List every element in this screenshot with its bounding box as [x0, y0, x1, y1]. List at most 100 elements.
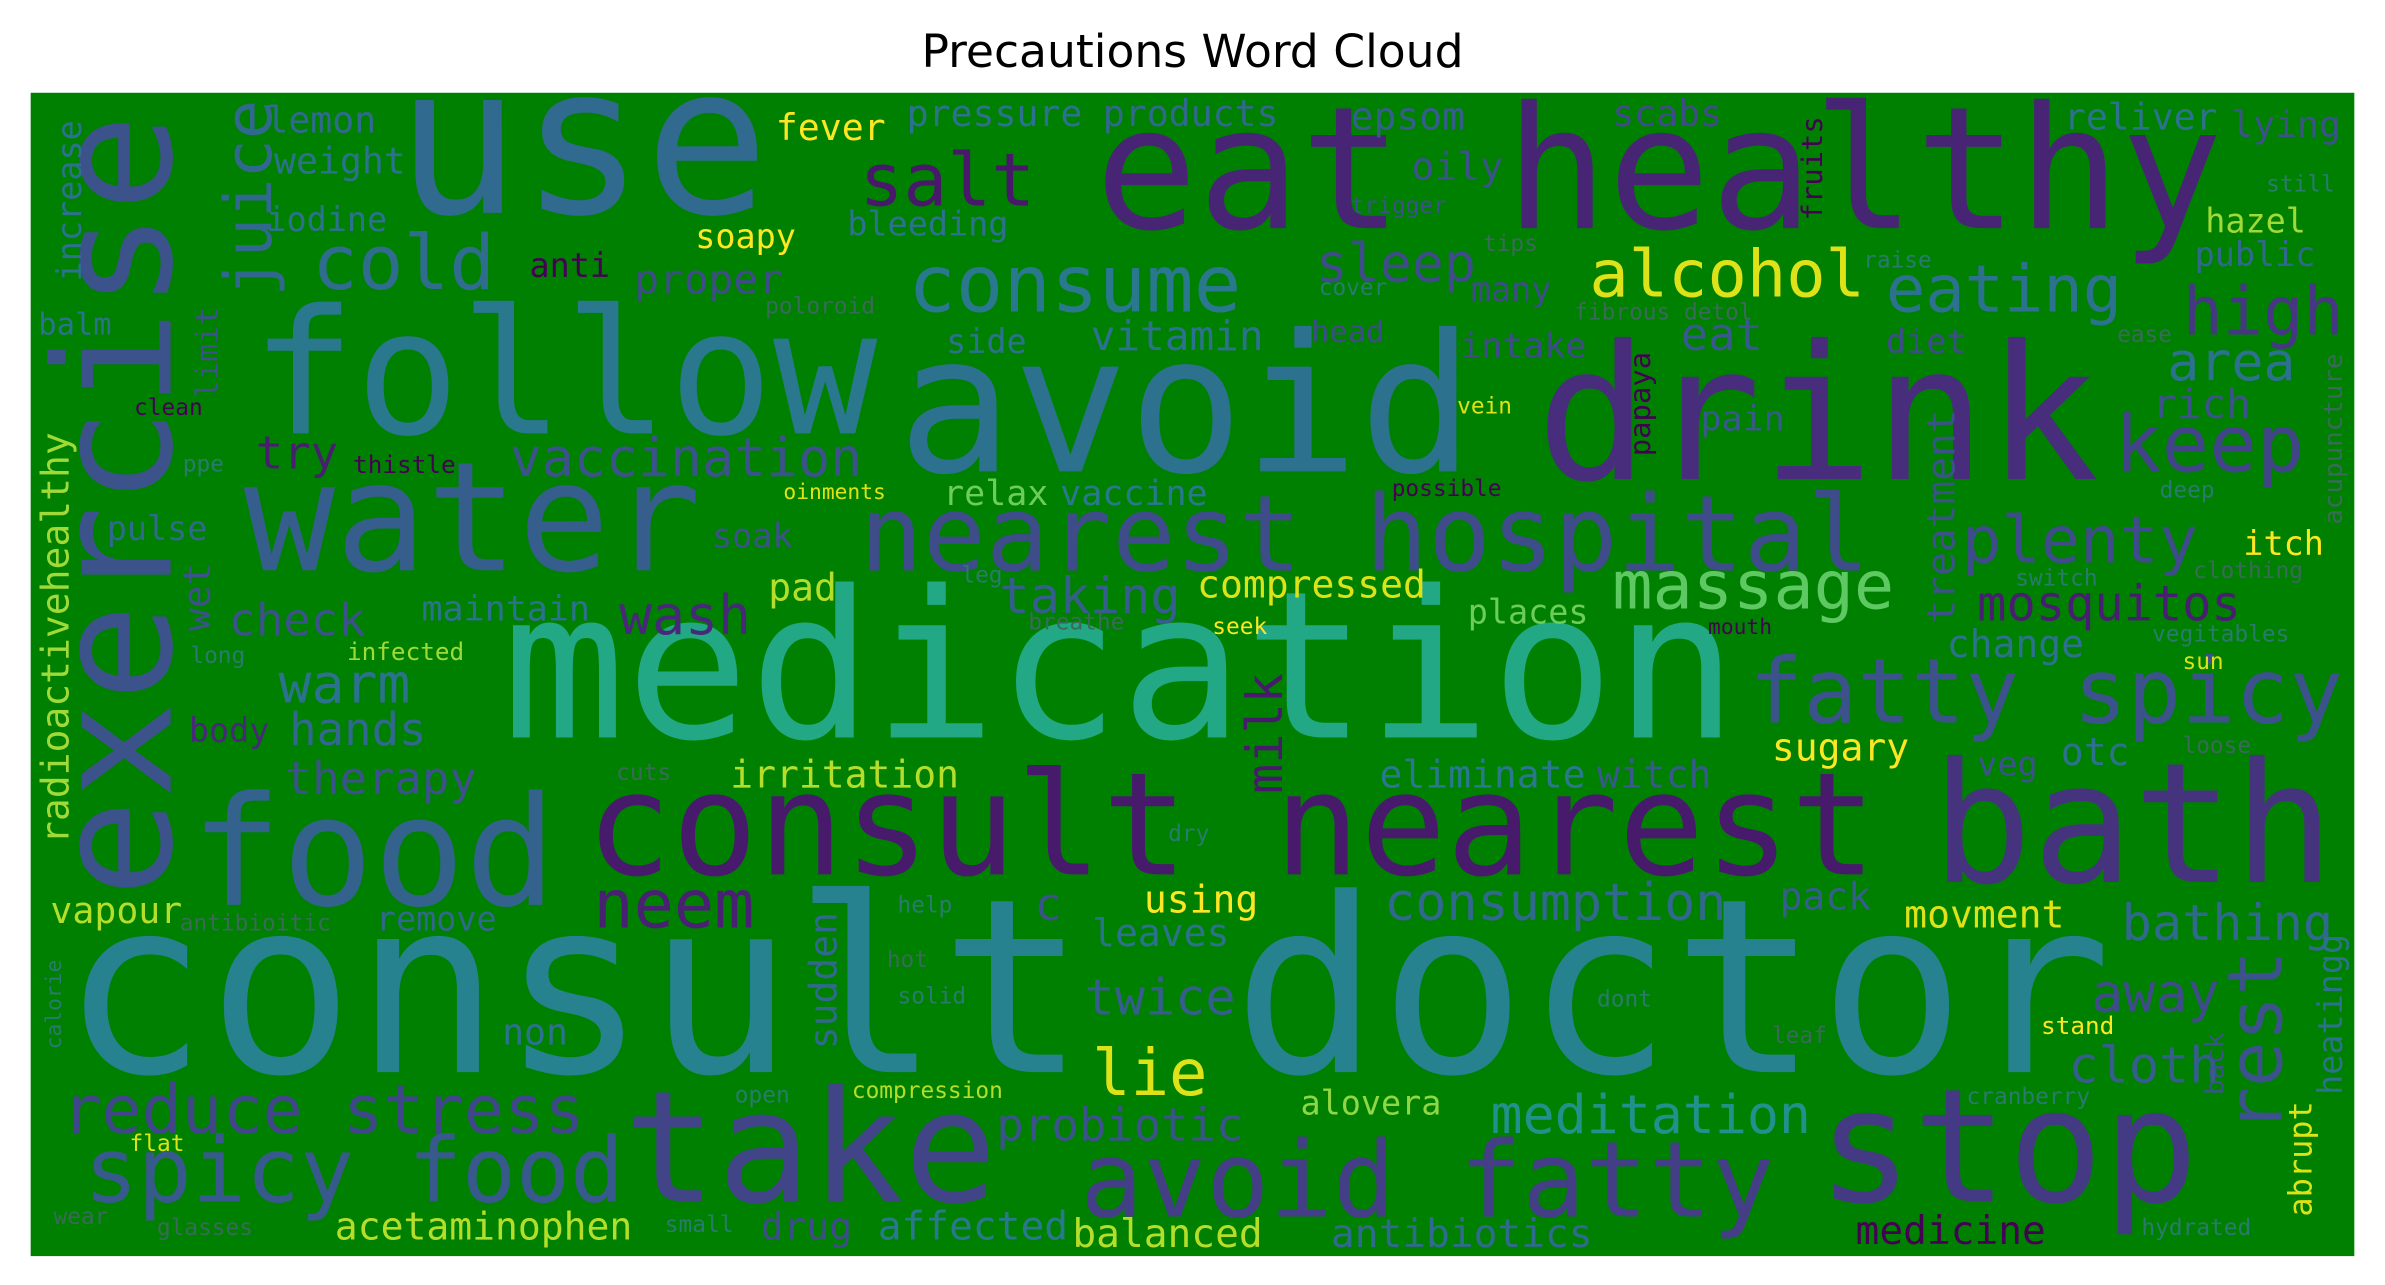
word: fever — [776, 106, 886, 149]
word: balanced — [1072, 1211, 1262, 1257]
word: compressed — [1197, 563, 1426, 607]
word: fruits — [1795, 116, 1829, 220]
word: leaf — [1772, 1023, 1827, 1049]
word: non — [502, 1011, 568, 1054]
word: eat — [1681, 308, 1763, 361]
word: plenty — [1962, 503, 2198, 579]
word: poloroid — [765, 293, 875, 319]
chart-title: Precautions Word Cloud — [921, 25, 1463, 78]
word: otc — [2061, 730, 2130, 774]
word: witch — [1597, 753, 1711, 797]
word: pressure — [907, 92, 1083, 135]
word: veg — [1977, 745, 2037, 784]
word: breathe — [1028, 610, 1124, 636]
word: take — [624, 1057, 998, 1238]
word: eliminate — [1380, 753, 1586, 797]
word: infected — [347, 637, 464, 666]
word: pulse — [107, 509, 208, 548]
word: consult doctor — [61, 847, 2112, 1130]
word: fatty spicy — [1749, 640, 2343, 744]
word: movment — [1904, 893, 2064, 937]
word: calorie — [42, 960, 67, 1050]
word: eating — [1886, 252, 2122, 328]
word: c — [1034, 878, 1061, 931]
word: abrupt — [2282, 1101, 2320, 1216]
word: clean — [134, 395, 203, 421]
word: limit — [191, 307, 226, 399]
word: leaves — [1092, 911, 1229, 955]
word: glasses — [157, 1215, 253, 1241]
word: medication — [502, 548, 1738, 787]
word: alovera — [1300, 1084, 1441, 1123]
word: bath — [1932, 728, 2335, 922]
word: bathing — [2122, 893, 2333, 952]
word: sugary — [1772, 725, 1909, 769]
word: body — [189, 711, 270, 750]
word: check — [228, 594, 365, 647]
word: antibiotics — [1331, 1211, 1593, 1257]
word: vapour — [50, 889, 182, 932]
word: bleeding — [847, 205, 1008, 244]
word: alcohol — [1589, 237, 1865, 313]
word: soak — [712, 516, 793, 555]
word: drug — [761, 1204, 853, 1248]
word: stop — [1818, 1055, 2199, 1239]
word: papaya — [1623, 352, 1657, 456]
word: eat healthy — [1095, 71, 2223, 269]
word: open — [735, 1083, 790, 1109]
word: wear — [53, 1204, 108, 1230]
word: side — [946, 322, 1027, 361]
word: reliver — [2064, 95, 2218, 138]
word: lie — [1092, 1037, 1207, 1111]
word: acetaminophen — [335, 1204, 632, 1248]
word: public — [2195, 235, 2316, 274]
word: meditation — [1491, 1084, 1811, 1146]
word: keep — [2114, 398, 2304, 490]
word: deep — [2160, 477, 2215, 503]
word: avoid fatty — [1080, 1120, 1775, 1242]
word: clothing — [2193, 558, 2303, 584]
word: acupuncture — [2319, 353, 2349, 524]
word: antibioitic — [180, 911, 331, 937]
word: cold — [312, 218, 495, 307]
word: juice — [211, 100, 287, 297]
word: flat — [130, 1131, 185, 1157]
word: back — [2201, 1032, 2231, 1095]
word: products — [1103, 92, 1279, 135]
word: wash — [619, 583, 751, 647]
word: therapy — [285, 752, 477, 805]
word: lemon — [266, 98, 376, 141]
word: sudden — [802, 912, 846, 1049]
word: lying — [2231, 103, 2341, 146]
word: possible — [1392, 476, 1502, 502]
word: warm — [279, 652, 411, 716]
word: exercise — [21, 114, 210, 898]
word: soapy — [695, 217, 796, 256]
word: try — [256, 426, 338, 479]
word: affected — [878, 1203, 1068, 1249]
word: mosquitos — [1977, 576, 2241, 632]
word: intake — [1460, 326, 1586, 366]
word: weight — [274, 139, 406, 182]
word: vein — [1457, 394, 1512, 420]
word: maintain — [422, 589, 590, 629]
word: sun — [2182, 649, 2223, 675]
word: taking — [999, 566, 1180, 625]
word: probiotic — [996, 1099, 1243, 1152]
word: consult nearest — [586, 741, 1877, 908]
word: hot — [887, 947, 928, 973]
word: cranberry — [1967, 1084, 2091, 1110]
word: still — [2266, 172, 2335, 198]
word: follow — [251, 272, 878, 474]
word: irritation — [730, 753, 959, 797]
cloud-background — [30, 92, 2355, 1257]
word: high — [2182, 273, 2343, 351]
word: treatment — [1918, 409, 1964, 623]
word: raise — [1863, 248, 1932, 274]
word: stand — [2041, 1011, 2114, 1040]
word: help — [897, 892, 952, 918]
word: salt — [859, 138, 1035, 223]
word: neem — [593, 866, 754, 944]
